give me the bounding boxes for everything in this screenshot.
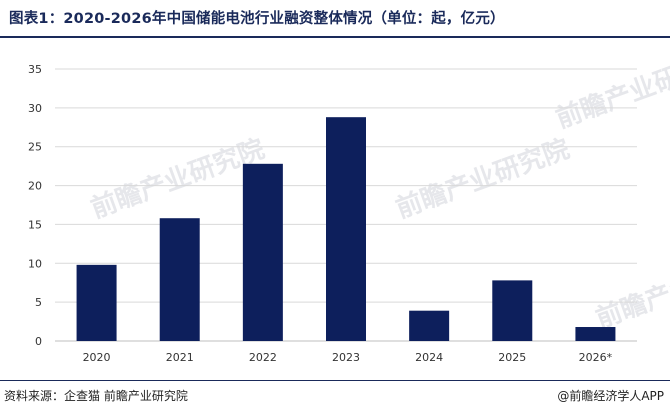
x-axis-ticks: 2020 2021 2022 2023 2024 2025 2026* (83, 351, 613, 364)
credit-note: @前瞻经济学人APP (557, 389, 664, 403)
y-tick-label: 15 (28, 218, 42, 231)
source-note: 资料来源：企查猫 前瞻产业研究院 (4, 389, 188, 403)
bar (326, 117, 366, 341)
bar (409, 310, 450, 341)
title-divider (0, 36, 670, 38)
y-tick-label: 30 (28, 102, 42, 115)
bar (159, 218, 200, 341)
x-tick-label: 2025 (498, 351, 526, 364)
bars (76, 117, 616, 341)
bar (492, 280, 533, 341)
watermark-text: 前瞻产业研究院 (552, 43, 670, 134)
y-tick-label: 20 (28, 180, 42, 193)
y-tick-label: 35 (28, 63, 42, 76)
x-tick-label: 2023 (332, 351, 360, 364)
x-tick-label: 2026* (579, 351, 613, 364)
footer-divider (0, 380, 670, 381)
bar (242, 163, 283, 341)
watermark-text: 前瞻产业研究院 (592, 243, 670, 334)
bar (76, 264, 117, 341)
y-axis-ticks: 0 5 10 15 20 25 30 35 (28, 63, 42, 348)
y-tick-label: 5 (35, 296, 42, 309)
x-tick-label: 2024 (415, 351, 443, 364)
bar (575, 327, 616, 341)
chart-title: 图表1：2020-2026年中国储能电池行业融资整体情况（单位：起，亿元） (9, 11, 505, 27)
x-tick-label: 2022 (249, 351, 277, 364)
y-tick-label: 10 (28, 257, 42, 270)
x-tick-label: 2020 (83, 351, 111, 364)
x-tick-label: 2021 (166, 351, 194, 364)
y-tick-label: 25 (28, 141, 42, 154)
y-tick-label: 0 (35, 335, 42, 348)
